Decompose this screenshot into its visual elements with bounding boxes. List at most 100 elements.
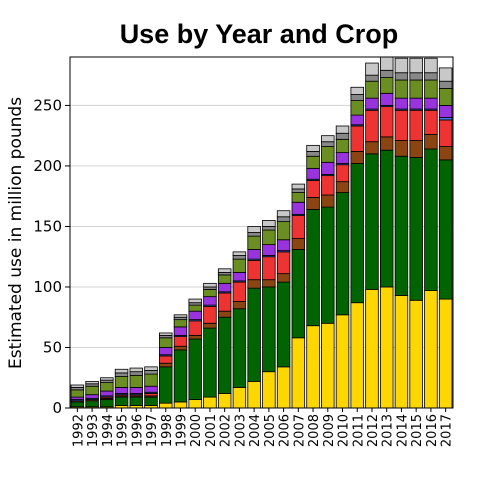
bar-segment <box>188 399 202 409</box>
bar-segment <box>173 336 188 347</box>
bar-segment <box>203 288 217 298</box>
bar-segment <box>306 155 320 169</box>
y-axis-label: Estimated use in million pounds <box>6 97 26 369</box>
x-tick-label: 1998 <box>160 414 175 447</box>
bar-segment <box>114 396 129 406</box>
bar-segment <box>144 396 158 406</box>
bar-segment <box>100 377 114 381</box>
bar-segment <box>203 282 217 288</box>
bar-segment <box>306 180 320 198</box>
bar-segment <box>350 163 364 304</box>
bar-segment <box>232 255 247 260</box>
bar-segment <box>262 226 276 231</box>
bar-segment <box>129 374 144 388</box>
bar-segment <box>188 298 202 304</box>
bar-segment <box>276 210 291 218</box>
bar-segment <box>262 256 276 281</box>
bar-segment <box>262 219 276 227</box>
bar-segment <box>379 69 394 78</box>
x-tick-label: 2005 <box>263 414 278 447</box>
bar-segment <box>85 400 99 408</box>
bar-segment <box>262 244 276 256</box>
bar-segment <box>321 161 335 175</box>
bar-segment <box>291 192 306 203</box>
bar-segment <box>129 371 144 376</box>
bar-segment <box>306 167 320 180</box>
chart-title: Use by Year and Crop <box>120 19 399 49</box>
bar-segment <box>409 157 423 301</box>
x-tick-label: 2015 <box>410 414 425 447</box>
bar-segment <box>379 92 394 106</box>
bar-segment <box>276 221 291 241</box>
bar-segment <box>409 79 423 99</box>
bar-segment <box>335 138 350 154</box>
bar-segment <box>188 320 202 336</box>
x-tick-label: 2004 <box>248 414 263 447</box>
bar-segment <box>159 337 173 348</box>
bar-segment <box>321 194 335 208</box>
bar-segment <box>232 301 247 310</box>
bar-segment <box>291 249 306 339</box>
bar-segment <box>335 164 350 183</box>
bar-segment <box>379 136 394 151</box>
bar-segment <box>173 314 188 318</box>
x-tick-label: 2010 <box>337 414 352 447</box>
bar-segment <box>232 272 247 282</box>
bar-segment <box>424 97 438 110</box>
bar-segment <box>409 97 423 110</box>
bar-segment <box>129 396 144 406</box>
bar-segment <box>365 109 379 143</box>
bar-segment <box>350 302 364 409</box>
bar-segment <box>114 387 129 394</box>
bar-segment <box>409 72 423 81</box>
bar-segment <box>321 141 335 147</box>
bar-segment <box>173 319 188 328</box>
bar-segment <box>438 159 453 300</box>
x-tick-label: 2014 <box>395 414 410 447</box>
bar-segment <box>217 282 232 293</box>
bar-segment <box>100 390 114 397</box>
bar-segment <box>350 100 364 116</box>
bar-segment <box>276 216 291 223</box>
bar-segment <box>159 355 173 364</box>
bar-segment <box>365 97 379 110</box>
bar-segment <box>438 119 453 147</box>
x-tick-label: 1999 <box>174 414 189 447</box>
bar-segment <box>438 80 453 89</box>
bar-segment <box>424 148 438 291</box>
x-tick-label: 2012 <box>366 414 381 447</box>
bar-segment <box>365 80 379 99</box>
bar-segment <box>70 389 85 398</box>
bar-segment <box>70 384 85 388</box>
bar-segment <box>321 146 335 163</box>
bar-segment <box>306 144 320 152</box>
bar-segment <box>424 72 438 81</box>
bar-segment <box>159 366 173 404</box>
bar-segment <box>291 183 306 190</box>
bar-segment <box>232 281 247 302</box>
bar-segment <box>379 286 394 409</box>
bar-segment <box>85 394 99 399</box>
x-tick-label: 2003 <box>233 414 248 447</box>
bar-segment <box>173 401 188 409</box>
bar-segment <box>438 105 453 118</box>
bar-segment <box>159 362 173 368</box>
x-tick-label: 2011 <box>351 414 366 447</box>
bar-segment <box>188 338 202 400</box>
bar-segment <box>394 97 409 110</box>
bar-segment <box>100 382 114 392</box>
bar-segment <box>438 298 453 409</box>
bar-segment <box>365 62 379 76</box>
bar-segment <box>276 281 291 368</box>
bar-segment <box>203 396 217 409</box>
x-tick-label: 1995 <box>116 414 131 447</box>
x-tick-label: 2009 <box>322 414 337 447</box>
bar-segment <box>321 206 335 324</box>
bar-segment <box>350 114 364 126</box>
bar-segment <box>365 288 379 409</box>
bar-segment <box>232 251 247 256</box>
bar-segment <box>129 387 144 394</box>
bar-segment <box>291 337 306 409</box>
bar-segment <box>159 347 173 356</box>
